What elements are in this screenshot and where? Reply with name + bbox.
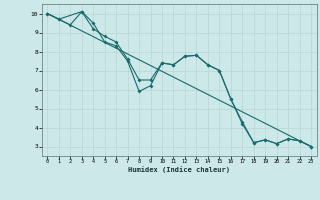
X-axis label: Humidex (Indice chaleur): Humidex (Indice chaleur) xyxy=(128,166,230,173)
